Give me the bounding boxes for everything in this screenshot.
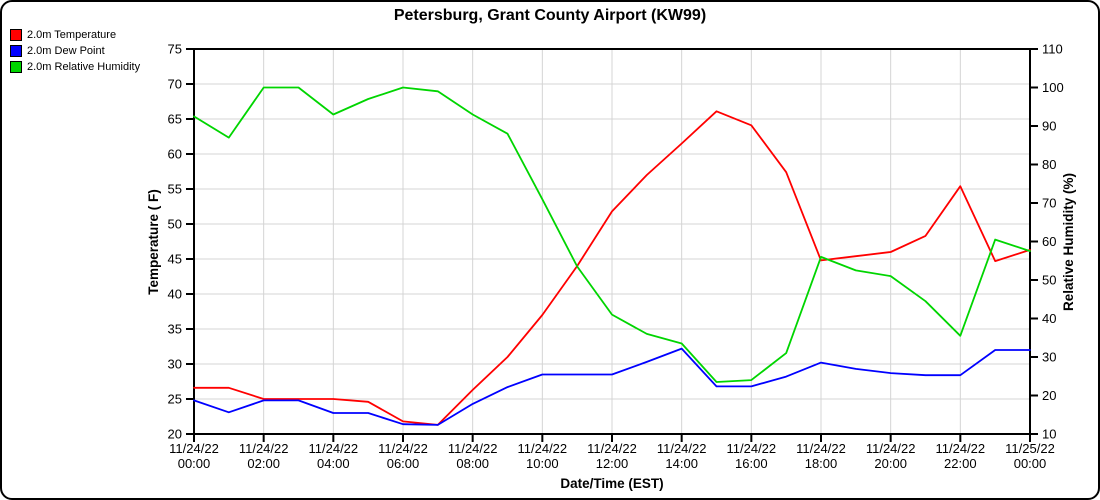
svg-text:11/24/22: 11/24/22 (796, 441, 846, 456)
legend-label-temperature: 2.0m Temperature (27, 29, 117, 41)
svg-text:75: 75 (168, 42, 182, 57)
relative-humidity-swatch-icon (10, 61, 22, 73)
svg-text:22:00: 22:00 (944, 456, 977, 471)
svg-text:02:00: 02:00 (247, 456, 280, 471)
dew-point-swatch-icon (10, 45, 22, 57)
svg-text:70: 70 (1042, 196, 1056, 211)
chart-legend: 2.0m Temperature 2.0m Dew Point 2.0m Rel… (10, 29, 140, 73)
svg-text:11/24/22: 11/24/22 (727, 441, 777, 456)
svg-text:11/24/22: 11/24/22 (657, 441, 707, 456)
svg-text:11/24/22: 11/24/22 (587, 441, 637, 456)
svg-text:12:00: 12:00 (596, 456, 629, 471)
x-axis-title: Date/Time (EST) (560, 476, 663, 491)
svg-text:65: 65 (168, 112, 182, 127)
svg-text:30: 30 (1042, 350, 1056, 365)
svg-text:10:00: 10:00 (526, 456, 559, 471)
legend-item-temperature: 2.0m Temperature (10, 29, 140, 41)
svg-text:40: 40 (1042, 311, 1056, 326)
svg-text:11/24/22: 11/24/22 (239, 441, 289, 456)
svg-text:11/24/22: 11/24/22 (866, 441, 916, 456)
svg-text:11/24/22: 11/24/22 (378, 441, 428, 456)
svg-text:20:00: 20:00 (874, 456, 907, 471)
svg-text:04:00: 04:00 (317, 456, 350, 471)
svg-text:18:00: 18:00 (805, 456, 838, 471)
left-axis-title: Temperature ( F) (146, 189, 161, 295)
svg-text:11/24/22: 11/24/22 (448, 441, 498, 456)
svg-text:60: 60 (1042, 234, 1056, 249)
svg-text:90: 90 (1042, 119, 1056, 134)
svg-text:11/24/22: 11/24/22 (518, 441, 568, 456)
svg-text:10: 10 (1042, 427, 1056, 442)
svg-text:11/24/22: 11/24/22 (169, 441, 219, 456)
legend-label-relative-humidity: 2.0m Relative Humidity (27, 61, 141, 73)
svg-text:11/24/22: 11/24/22 (309, 441, 359, 456)
legend-item-relative-humidity: 2.0m Relative Humidity (10, 61, 140, 73)
svg-text:11/25/22: 11/25/22 (1005, 441, 1055, 456)
legend-item-dew-point: 2.0m Dew Point (10, 45, 140, 57)
svg-text:25: 25 (168, 392, 182, 407)
right-axis-title: Relative Humidity (%) (1061, 173, 1076, 311)
svg-text:80: 80 (1042, 157, 1056, 172)
svg-text:16:00: 16:00 (735, 456, 768, 471)
svg-text:55: 55 (168, 182, 182, 197)
svg-text:08:00: 08:00 (456, 456, 489, 471)
svg-text:50: 50 (1042, 273, 1056, 288)
svg-text:45: 45 (168, 252, 182, 267)
chart-title: Petersburg, Grant County Airport (KW99) (393, 7, 707, 24)
temperature-swatch-icon (10, 29, 22, 41)
svg-text:14:00: 14:00 (665, 456, 698, 471)
legend-label-dew-point: 2.0m Dew Point (27, 45, 105, 57)
svg-text:00:00: 00:00 (1014, 456, 1047, 471)
svg-text:20: 20 (1042, 388, 1056, 403)
svg-text:60: 60 (168, 147, 182, 162)
svg-text:30: 30 (168, 357, 182, 372)
svg-text:100: 100 (1042, 80, 1064, 95)
svg-text:11/24/22: 11/24/22 (936, 441, 986, 456)
svg-text:35: 35 (168, 322, 182, 337)
svg-text:40: 40 (168, 287, 182, 302)
svg-text:00:00: 00:00 (178, 456, 211, 471)
svg-text:06:00: 06:00 (387, 456, 420, 471)
svg-text:50: 50 (168, 217, 182, 232)
svg-text:110: 110 (1042, 42, 1063, 57)
svg-text:70: 70 (168, 77, 182, 92)
svg-text:20: 20 (168, 427, 182, 442)
